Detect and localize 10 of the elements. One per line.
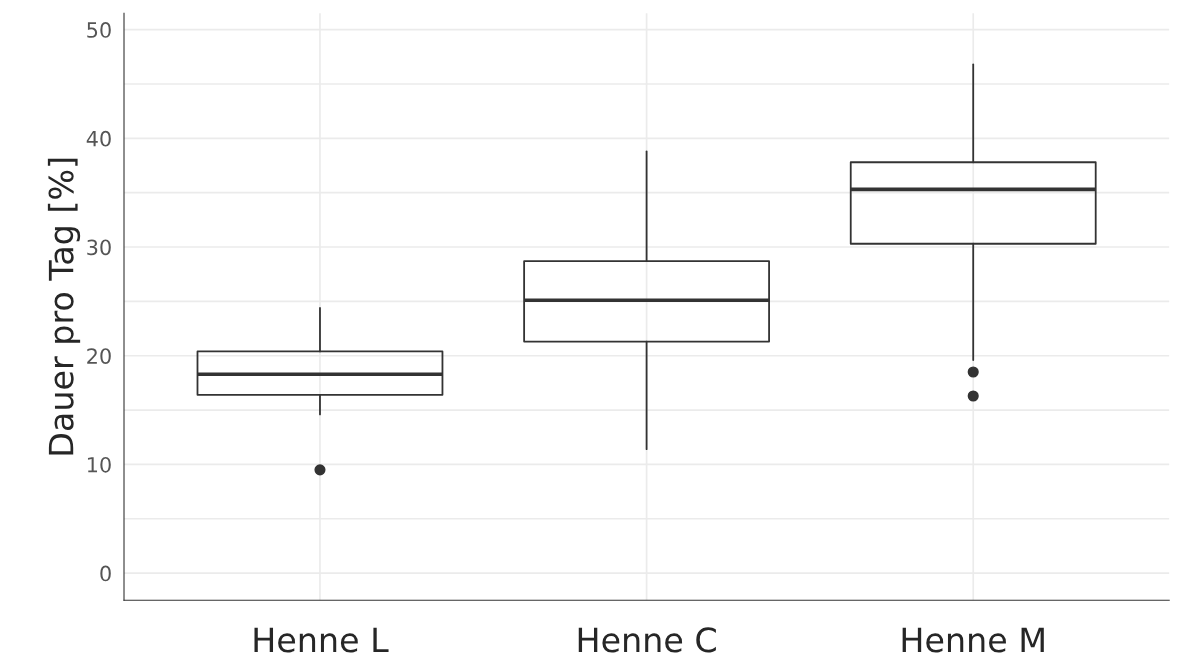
y-tick-label: 0 [100, 565, 111, 582]
y-tick-label: 30 [87, 239, 111, 256]
y-tick-label: 10 [87, 456, 111, 473]
y-axis-title: Dauer pro Tag [%] [47, 158, 81, 455]
x-tick-label: Henne L [254, 627, 389, 653]
y-tick-label: 20 [87, 348, 111, 364]
x-tick-label: Henne M [902, 627, 1044, 653]
y-tick-label: 40 [86, 130, 111, 147]
x-tick-label: Henne C [578, 627, 716, 653]
y-tick-label: 50 [87, 22, 111, 38]
